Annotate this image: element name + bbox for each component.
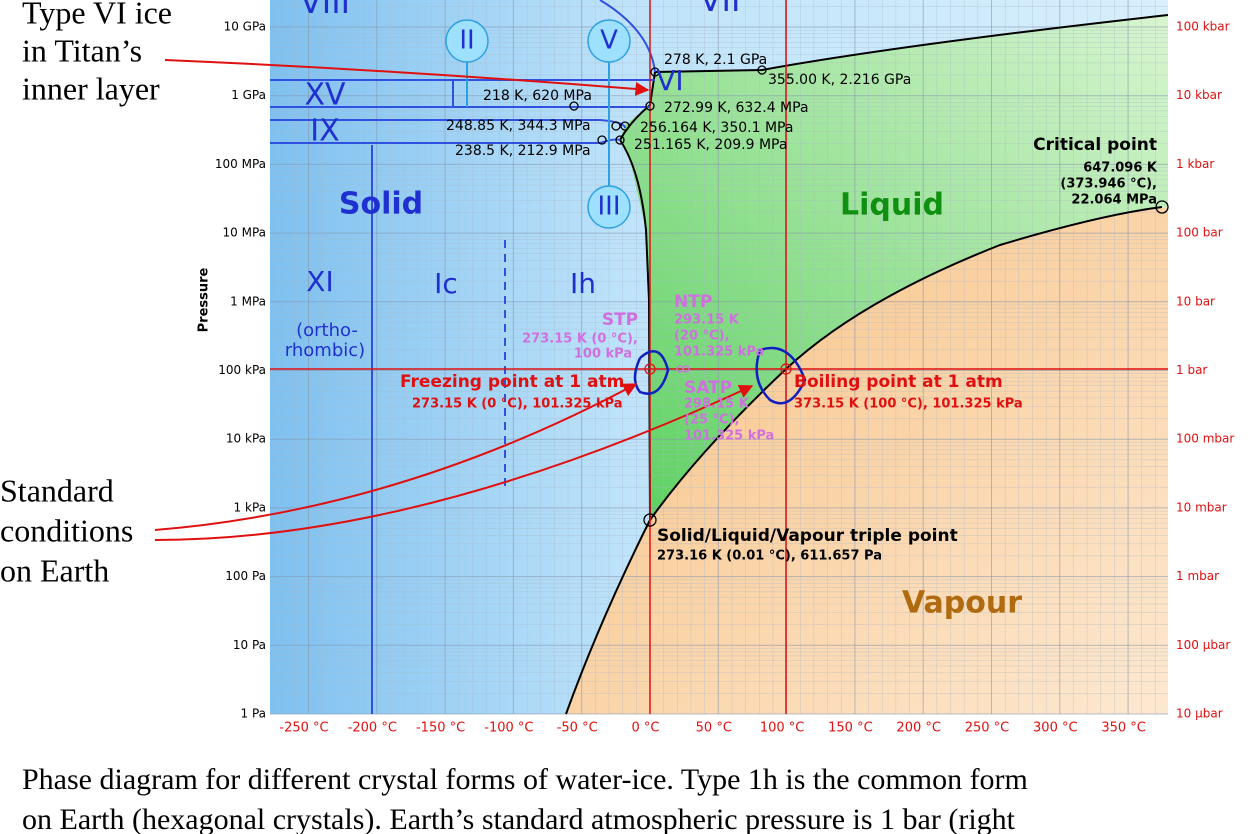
region-label: XI bbox=[306, 265, 333, 298]
y2-tick-label: 100 mbar bbox=[1176, 432, 1234, 446]
point-label: (373.946 °C), bbox=[1060, 177, 1157, 192]
y2-tick-label: 100 bar bbox=[1176, 226, 1223, 240]
x-tick-label: 200 °C bbox=[896, 721, 941, 736]
region-label: Vapour bbox=[902, 586, 1022, 621]
point-label: 100 kPa bbox=[574, 347, 632, 362]
annotation-arrows bbox=[154, 59, 754, 541]
point-label: 238.5 K, 212.9 MPa bbox=[455, 143, 591, 159]
point-markers bbox=[569, 65, 1169, 527]
point-label: 278 K, 2.1 GPa bbox=[664, 52, 767, 68]
y-tick-label: 100 kPa bbox=[218, 363, 266, 377]
caption: Phase diagram for different crystal form… bbox=[22, 763, 1028, 796]
y-tick-label: 100 MPa bbox=[215, 157, 266, 171]
annotation: Type VI ice bbox=[22, 0, 172, 30]
y-tick-label: 1 MPa bbox=[230, 294, 266, 308]
point-label: SATP bbox=[684, 378, 732, 398]
point-label: 218 K, 620 MPa bbox=[483, 88, 592, 104]
point-label: STP bbox=[602, 310, 638, 330]
point-label: (20 °C), bbox=[674, 329, 729, 344]
annotation: in Titan’s bbox=[22, 32, 142, 68]
region-label: rhombic) bbox=[285, 340, 365, 361]
point-label: 22.064 MPa bbox=[1071, 193, 1157, 208]
point-label: 373.15 K (100 °C), 101.325 kPa bbox=[794, 397, 1023, 412]
region-label: Solid bbox=[339, 187, 423, 222]
x-tick-label: 350 °C bbox=[1101, 721, 1146, 736]
y-tick-label: 1 kPa bbox=[234, 500, 266, 514]
y-tick-label: 10 GPa bbox=[224, 20, 266, 34]
point-label: 256.164 K, 350.1 MPa bbox=[640, 120, 793, 136]
point-label: 293.15 K bbox=[674, 313, 740, 328]
region-label: VIII bbox=[300, 0, 350, 21]
caption: on Earth (hexagonal crystals). Earth’s s… bbox=[22, 803, 1016, 834]
region-label: (ortho- bbox=[296, 320, 358, 341]
region-label: II bbox=[459, 26, 474, 56]
y-tick-label: 10 Pa bbox=[233, 638, 266, 652]
region-label: III bbox=[597, 192, 620, 222]
x-tick-label: -150 °C bbox=[416, 721, 465, 736]
point-label: Boiling point at 1 atm bbox=[794, 372, 1003, 392]
point-label: 248.85 K, 344.3 MPa bbox=[446, 118, 591, 134]
region-label: Ih bbox=[570, 267, 596, 300]
melting-curve bbox=[618, 14, 1169, 521]
point-label: Freezing point at 1 atm bbox=[400, 372, 624, 392]
y-tick-label: 10 MPa bbox=[223, 226, 267, 240]
annotation: inner layer bbox=[22, 70, 160, 106]
x-tick-label: 100 °C bbox=[760, 721, 805, 736]
y2-tick-label: 10 bar bbox=[1176, 294, 1215, 308]
point-label: NTP bbox=[674, 292, 712, 312]
point-label: 101.325 kPa bbox=[684, 429, 774, 444]
point-label: 273.15 K (0 °C), bbox=[522, 332, 638, 347]
y2-tick-label: 1 mbar bbox=[1176, 569, 1219, 583]
y-tick-label: 1 Pa bbox=[241, 707, 267, 721]
point-label: (25 °C), bbox=[684, 413, 739, 428]
point-label: 101.325 kPa bbox=[674, 345, 764, 360]
region-label: VI bbox=[656, 64, 683, 97]
annotation: Standard bbox=[0, 472, 114, 508]
x-tick-label: 250 °C bbox=[965, 721, 1010, 736]
point-label: Solid/Liquid/Vapour triple point bbox=[657, 526, 958, 546]
x-tick-label: 0 °C bbox=[632, 721, 660, 736]
region-label: XV bbox=[304, 78, 346, 113]
x-tick-label: 50 °C bbox=[696, 721, 732, 736]
point-label: 251.165 K, 209.9 MPa bbox=[634, 137, 787, 153]
point-label: 355.00 K, 2.216 GPa bbox=[768, 72, 911, 88]
x-tick-label: -200 °C bbox=[348, 721, 397, 736]
x-tick-label: 300 °C bbox=[1033, 721, 1078, 736]
y2-tick-label: 10 mbar bbox=[1176, 500, 1227, 514]
y2-tick-label: 100 µbar bbox=[1176, 638, 1230, 652]
point-label: 273.15 K (0 °C), 101.325 kPa bbox=[412, 397, 623, 412]
liquid-region bbox=[620, 15, 1168, 520]
y-tick-label: 10 kPa bbox=[226, 432, 266, 446]
point-label: Critical point bbox=[1033, 135, 1157, 155]
grid bbox=[270, 0, 1168, 715]
highlight-loops bbox=[633, 346, 807, 405]
y2-tick-label: 100 kbar bbox=[1176, 20, 1230, 34]
y2-tick-label: 1 bar bbox=[1176, 363, 1207, 377]
reference-lines bbox=[270, 0, 1168, 714]
x-tick-label: -100 °C bbox=[484, 721, 533, 736]
point-label: 272.99 K, 632.4 MPa bbox=[664, 100, 809, 116]
y-tick-label: 1 GPa bbox=[231, 88, 266, 102]
y-axis-title: Pressure bbox=[197, 267, 212, 332]
y2-tick-label: 10 µbar bbox=[1176, 707, 1223, 721]
x-tick-label: -250 °C bbox=[279, 721, 328, 736]
point-label: 298.15 K bbox=[684, 397, 750, 412]
annotation: on Earth bbox=[0, 552, 109, 588]
y2-tick-label: 10 kbar bbox=[1176, 88, 1222, 102]
annotation: conditions bbox=[0, 512, 133, 548]
x-tick-label: -50 °C bbox=[557, 721, 598, 736]
region-label: Liquid bbox=[840, 188, 944, 223]
y2-tick-label: 1 kbar bbox=[1176, 157, 1214, 171]
region-label: IX bbox=[310, 114, 339, 149]
region-label: Ic bbox=[434, 267, 458, 300]
ice-badges bbox=[445, 19, 631, 229]
region-label: VII bbox=[700, 0, 741, 19]
y-tick-label: 100 Pa bbox=[225, 569, 266, 583]
point-label: 647.096 K bbox=[1083, 161, 1158, 176]
point-label: 273.16 K (0.01 °C), 611.657 Pa bbox=[657, 549, 882, 564]
x-tick-label: 150 °C bbox=[828, 721, 873, 736]
region-label: V bbox=[600, 26, 618, 56]
